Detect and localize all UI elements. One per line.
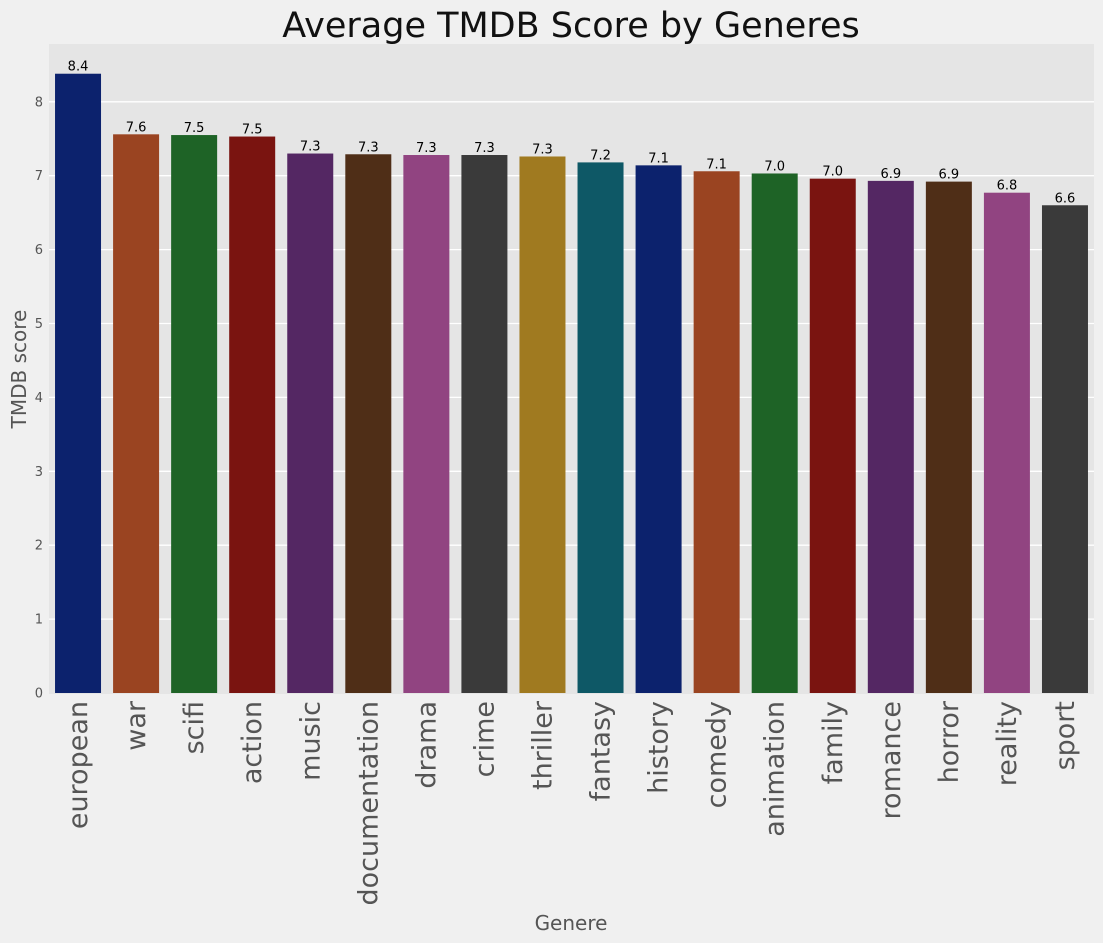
y-tick-label: 0	[35, 687, 43, 702]
y-tick-label: 6	[35, 243, 43, 258]
data-label-romance: 6.9	[880, 167, 901, 182]
x-tick-label-family: family	[818, 701, 849, 784]
bar-crime	[461, 155, 508, 693]
data-label-fantasy: 7.2	[590, 148, 611, 163]
x-tick-label-european: european	[63, 701, 94, 829]
data-label-reality: 6.8	[997, 179, 1018, 194]
x-tick-label-sport: sport	[1050, 701, 1081, 770]
bar-family	[809, 178, 856, 693]
bar-scifi	[171, 135, 218, 693]
y-tick-label: 7	[35, 169, 43, 184]
x-tick-label-horror: horror	[934, 700, 965, 783]
y-tick-label: 1	[35, 613, 43, 628]
x-tick-label-history: history	[644, 701, 675, 794]
bar-history	[635, 165, 682, 693]
data-label-comedy: 7.1	[706, 157, 727, 172]
x-tick-label-romance: romance	[876, 701, 907, 819]
y-tick-label: 3	[35, 465, 43, 480]
data-label-war: 7.6	[126, 120, 147, 135]
data-label-family: 7.0	[822, 165, 843, 180]
x-tick-label-music: music	[295, 701, 326, 781]
x-tick-label-reality: reality	[992, 701, 1023, 786]
bar-sport	[1041, 205, 1088, 693]
x-tick-label-documentation: documentation	[353, 701, 384, 906]
data-label-scifi: 7.5	[184, 121, 205, 136]
data-label-crime: 7.3	[474, 141, 495, 156]
x-tick-label-action: action	[237, 701, 268, 784]
data-label-action: 7.5	[242, 123, 263, 138]
bar-romance	[867, 180, 914, 694]
x-tick-label-thriller: thriller	[527, 700, 558, 790]
data-label-animation: 7.0	[764, 159, 785, 174]
bar-horror	[925, 181, 972, 693]
x-tick-label-comedy: comedy	[702, 701, 733, 808]
bar-action	[229, 136, 276, 693]
bar-music	[287, 153, 334, 693]
y-tick-label: 4	[35, 391, 43, 406]
bar-drama	[403, 155, 450, 693]
x-tick-label-crime: crime	[469, 701, 500, 777]
chart-title: Average TMDB Score by Generes	[282, 6, 859, 46]
x-tick-label-scifi: scifi	[179, 701, 210, 754]
x-ticks-group: european war scifi action music documentation…	[63, 700, 1081, 905]
x-tick-label-drama: drama	[411, 701, 442, 789]
grid-lines	[49, 101, 1094, 620]
x-tick-label-fantasy: fantasy	[586, 701, 617, 801]
y-tick-label: 2	[35, 539, 43, 554]
bar-war	[113, 134, 160, 694]
y-tick-label: 5	[35, 317, 43, 332]
x-tick-label-war: war	[121, 700, 152, 751]
bar-comedy	[693, 171, 740, 694]
bar-reality	[983, 192, 1030, 693]
data-labels-group: 8.4 7.6 7.5 7.5 7.3 7.3 7.3 7.3 7.3 7.2 7.1 7.1 7.0 7…	[68, 60, 1076, 207]
bar-fantasy	[577, 162, 624, 693]
y-tick-label: 8	[35, 95, 43, 110]
data-label-horror: 6.9	[939, 168, 960, 183]
bar-documentation	[345, 154, 392, 694]
bar-thriller	[519, 156, 566, 694]
data-label-documentation: 7.3	[358, 140, 379, 155]
bar-animation	[751, 173, 798, 693]
x-tick-label-animation: animation	[760, 701, 791, 837]
y-axis-label: TMDB score	[7, 310, 31, 430]
y-ticks-group: 0 1 2 3 4 5 6 7 8	[35, 95, 43, 701]
bar-european	[55, 73, 102, 693]
data-label-european: 8.4	[68, 60, 89, 75]
data-label-history: 7.1	[648, 151, 669, 166]
bars-group	[55, 73, 1088, 694]
data-label-sport: 6.6	[1055, 191, 1076, 206]
data-label-music: 7.3	[300, 140, 321, 155]
x-axis-label: Genere	[535, 911, 608, 935]
data-label-drama: 7.3	[416, 141, 437, 156]
data-label-thriller: 7.3	[532, 142, 553, 157]
plot-area	[49, 44, 1094, 694]
